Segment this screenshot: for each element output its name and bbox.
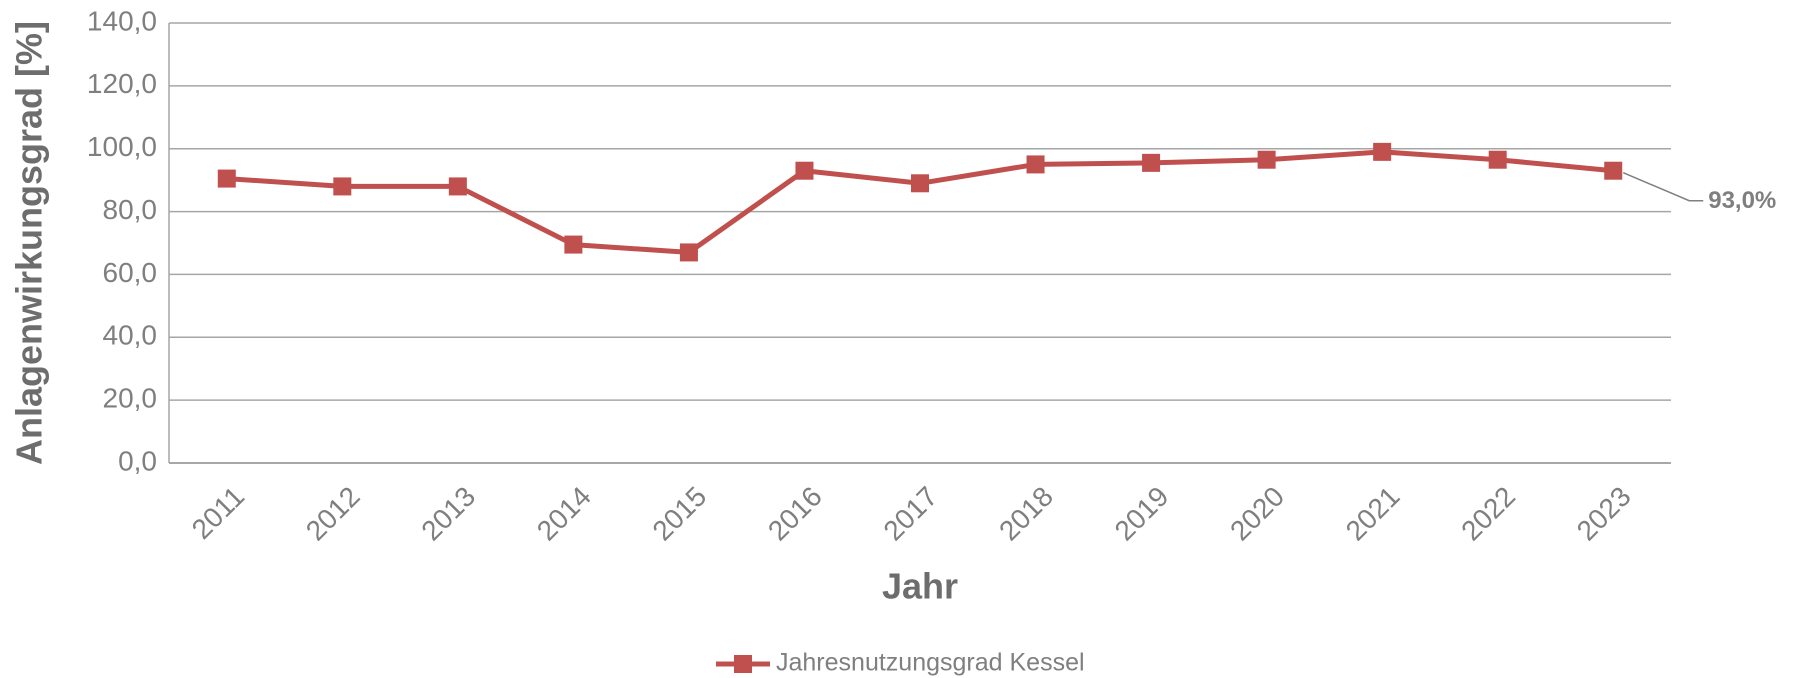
data-point [795,161,814,180]
y-tick-label: 120,0 [87,68,157,99]
x-tick-label: 2017 [877,481,943,547]
data-point [1257,150,1276,169]
data-point [1142,153,1161,172]
x-tick-label: 2022 [1455,481,1521,547]
x-tick-label: 2019 [1109,481,1175,547]
x-tick-label: 2021 [1340,481,1406,547]
y-tick-label: 60,0 [103,257,158,288]
y-tick-label: 100,0 [87,131,157,162]
data-point [217,169,236,188]
y-tick-label: 40,0 [103,320,158,351]
x-tick-label: 2012 [300,481,366,547]
data-point [1026,155,1045,174]
x-tick-label: 2016 [762,481,828,547]
data-point [679,243,698,262]
x-tick-label: 2013 [415,481,481,547]
x-tick-label: 2011 [186,481,251,546]
x-tick-label: 2014 [531,481,597,547]
y-tick-label: 80,0 [103,194,158,225]
data-point [1488,150,1507,169]
y-tick-label: 20,0 [103,383,158,414]
y-tick-label: 140,0 [87,5,157,36]
legend-marker [734,655,752,673]
x-axis-title: Jahr [882,566,958,607]
legend-label: Jahresnutzungsgrad Kessel [776,649,1085,677]
x-tick-label: 2015 [646,481,712,547]
data-label: 93,0% [1708,187,1776,214]
data-point [333,177,352,196]
data-point [1604,161,1623,180]
data-point [448,177,467,196]
x-tick-label: 2023 [1571,481,1637,547]
data-point [911,174,929,193]
y-tick-label: 0,0 [118,445,157,476]
x-tick-label: 2020 [1224,481,1290,547]
x-tick-label: 2018 [993,481,1059,547]
data-point [1373,142,1392,161]
data-point [564,235,583,254]
label-leader [1622,172,1704,202]
series-line [226,149,1614,255]
y-axis-title: Anlagenwirkungsgrad [%] [9,21,50,465]
